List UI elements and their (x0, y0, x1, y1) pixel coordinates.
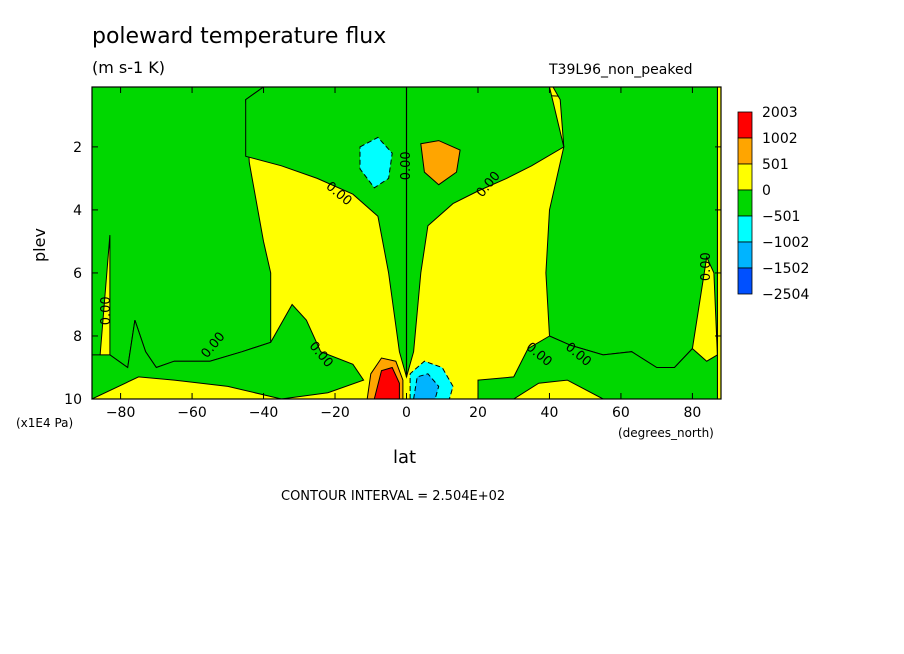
legend-label: 501 (762, 157, 789, 173)
x-axis-label: lat (393, 447, 417, 468)
x-ticks: −80 −60 −40 −20 0 20 40 60 80 (106, 87, 701, 421)
legend-swatch (737, 137, 753, 165)
x-tick-label: −40 (249, 405, 279, 421)
field-negative-band-nh (545, 86, 718, 368)
x-tick-label: 20 (469, 405, 487, 421)
y-ticks: 2 4 6 8 10 (64, 140, 721, 408)
y-axis-units: (x1E4 Pa) (16, 416, 74, 430)
legend-swatch (737, 215, 753, 243)
legend-label: 0 (762, 183, 771, 199)
x-tick-label: −20 (320, 405, 350, 421)
y-tick-label: 6 (73, 266, 82, 282)
y-tick-label: 8 (73, 329, 82, 345)
x-tick-label: 40 (541, 405, 559, 421)
legend-swatch (737, 189, 753, 217)
x-tick-label: −60 (177, 405, 207, 421)
x-tick-label: 0 (402, 405, 411, 421)
chart-units: (m s-1 K) (92, 58, 166, 77)
contour-label: 0.00 (99, 296, 114, 325)
legend-label: 1002 (762, 131, 798, 147)
contour-interval-text: CONTOUR INTERVAL = 2.504E+02 (281, 489, 506, 504)
x-axis-units: (degrees_north) (618, 426, 714, 440)
legend-label: −2504 (762, 287, 809, 303)
x-tick-label: 60 (612, 405, 630, 421)
field-negative-band-sh-low (91, 303, 365, 400)
legend-label: −1002 (762, 235, 809, 251)
legend-swatch (737, 111, 753, 139)
x-tick-label: −80 (106, 405, 136, 421)
field-negative-band-sh (91, 86, 272, 370)
y-tick-label: 2 (73, 140, 82, 156)
run-label: T39L96_non_peaked (549, 62, 693, 78)
field-core-positive-upper (420, 140, 461, 186)
field-core-negative-upper (359, 136, 393, 189)
color-legend: 2003 1002 501 0 −501 −1002 −1502 −2504 (737, 105, 809, 303)
field-negative-tongue-center (245, 86, 565, 379)
legend-swatch (737, 163, 753, 191)
contour-label: 0.00 (399, 151, 414, 180)
legend-label: 2003 (762, 105, 798, 121)
x-tick-label: 80 (683, 405, 701, 421)
y-tick-label: 10 (64, 392, 82, 408)
y-tick-label: 4 (73, 203, 82, 219)
contour-label: 0.00 (699, 252, 714, 281)
contour-fields (91, 86, 721, 400)
chart-title: poleward temperature flux (92, 24, 387, 49)
legend-label: −1502 (762, 261, 809, 277)
legend-swatch (737, 241, 753, 269)
legend-label: −501 (762, 209, 800, 225)
legend-swatch (737, 267, 753, 295)
field-negative-band-nh-low (477, 335, 718, 400)
